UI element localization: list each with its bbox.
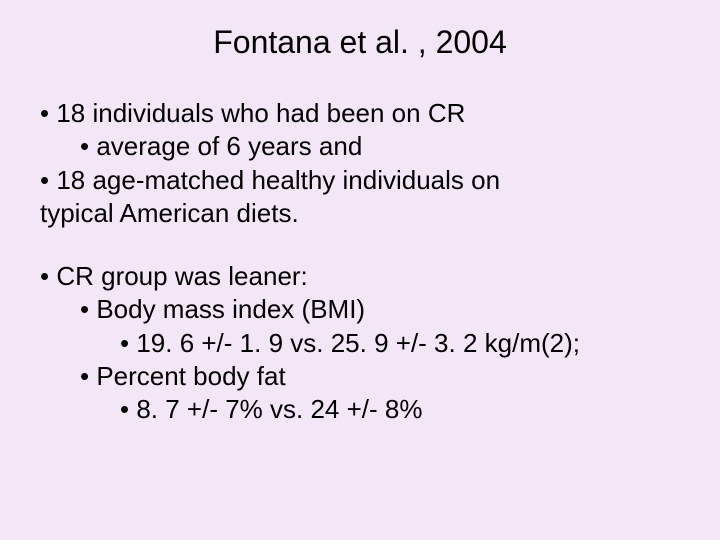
bullet-level2: • 8. 7 +/- 7% vs. 24 +/- 8%	[120, 393, 680, 426]
bullet-level0: • 18 age-matched healthy individuals on	[40, 164, 680, 197]
bullet-level0: • 18 individuals who had been on CR	[40, 97, 680, 130]
slide: Fontana et al. , 2004 • 18 individuals w…	[0, 0, 720, 540]
bullet-level1: • average of 6 years and	[80, 130, 680, 163]
bullet-level0: • CR group was leaner:	[40, 260, 680, 293]
bullet-continuation: typical American diets.	[40, 197, 680, 230]
bullet-level1: • Body mass index (BMI)	[80, 293, 680, 326]
spacer	[40, 230, 680, 260]
bullet-level1: • Percent body fat	[80, 360, 680, 393]
slide-body: • 18 individuals who had been on CR • av…	[40, 97, 680, 426]
bullet-level2: • 19. 6 +/- 1. 9 vs. 25. 9 +/- 3. 2 kg/m…	[120, 327, 680, 360]
slide-title: Fontana et al. , 2004	[40, 24, 680, 61]
